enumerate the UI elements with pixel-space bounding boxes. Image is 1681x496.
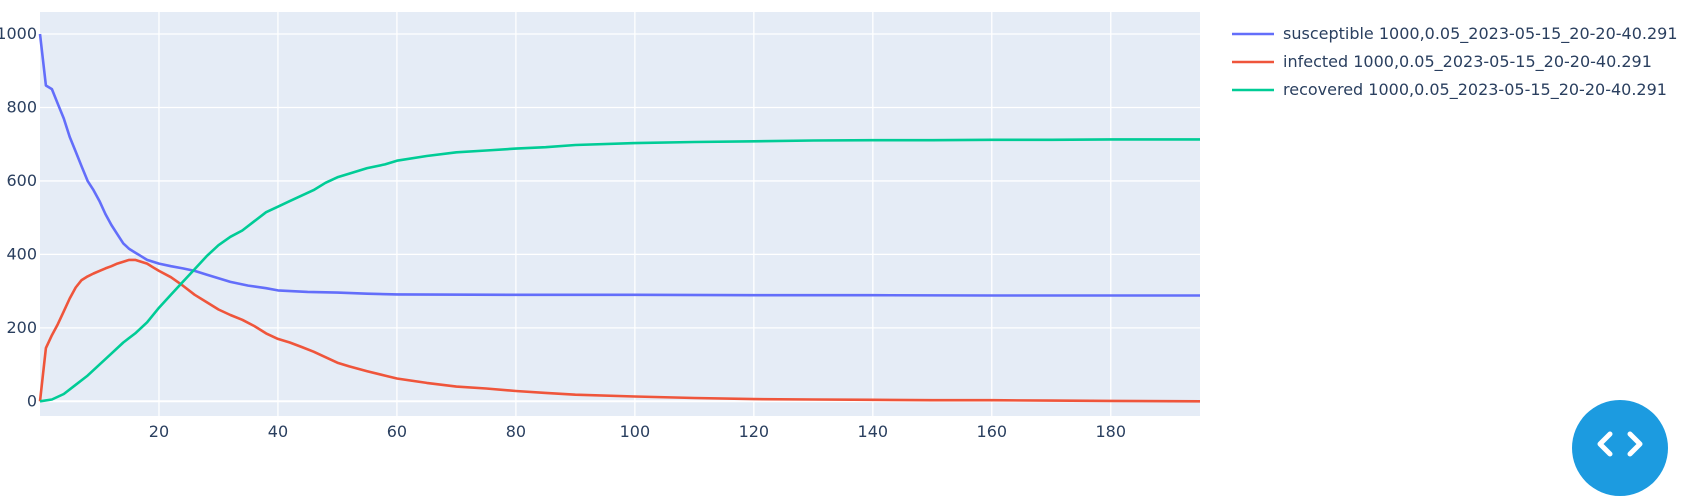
y-tick-label: 600 [6, 171, 37, 190]
x-tick-label: 100 [620, 422, 651, 441]
series-line-2 [39, 138, 1200, 403]
x-tick-label: 180 [1095, 422, 1126, 441]
y-axis: 0 200 400 600 800 1000 [0, 24, 37, 410]
legend[interactable]: susceptible 1000,0.05_2023-05-15_20-20-4… [1232, 24, 1678, 100]
legend-label: recovered 1000,0.05_2023-05-15_20-20-40.… [1283, 80, 1667, 100]
expand-button[interactable] [1572, 400, 1668, 496]
y-tick-label: 800 [6, 97, 37, 116]
y-tick-label: 0 [27, 391, 37, 410]
grid [40, 12, 1200, 416]
series-line-0 [38, 33, 1200, 297]
y-tick-label: 1000 [0, 24, 37, 43]
x-axis: 20 40 60 80 100 120 140 160 180 [149, 422, 1126, 441]
x-tick-label: 20 [149, 422, 169, 441]
series-line-1 [38, 258, 1201, 403]
plot-background [40, 12, 1200, 416]
legend-label: infected 1000,0.05_2023-05-15_20-20-40.2… [1283, 52, 1652, 72]
legend-item-1[interactable]: infected 1000,0.05_2023-05-15_20-20-40.2… [1232, 52, 1652, 72]
legend-item-0[interactable]: susceptible 1000,0.05_2023-05-15_20-20-4… [1232, 24, 1678, 44]
x-tick-label: 120 [739, 422, 770, 441]
expand-icon [1597, 431, 1643, 457]
x-tick-label: 160 [977, 422, 1008, 441]
x-tick-label: 40 [268, 422, 288, 441]
y-tick-label: 200 [6, 318, 37, 337]
chart: 0 200 400 600 800 1000 20 40 60 80 100 120 140 160 18… [0, 12, 1678, 441]
x-tick-label: 140 [858, 422, 889, 441]
y-tick-label: 400 [6, 244, 37, 263]
plot-lines [38, 33, 1201, 403]
x-tick-label: 80 [506, 422, 526, 441]
legend-item-2[interactable]: recovered 1000,0.05_2023-05-15_20-20-40.… [1232, 80, 1667, 100]
legend-label: susceptible 1000,0.05_2023-05-15_20-20-4… [1283, 24, 1678, 44]
x-tick-label: 60 [387, 422, 407, 441]
